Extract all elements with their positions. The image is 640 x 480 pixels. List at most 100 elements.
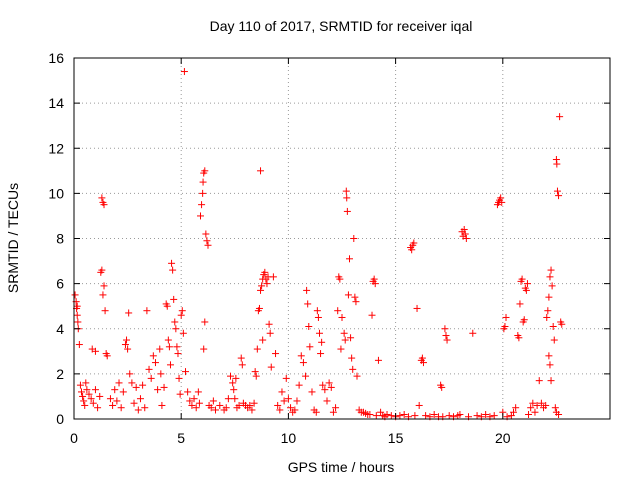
data-point	[442, 332, 450, 340]
data-point	[130, 399, 138, 407]
data-point	[353, 372, 361, 380]
data-point	[235, 401, 243, 409]
data-point	[553, 187, 561, 195]
data-point	[160, 383, 168, 391]
data-point	[163, 302, 171, 310]
data-point	[134, 406, 142, 414]
data-point	[515, 334, 523, 342]
data-point	[201, 167, 209, 175]
data-point	[200, 345, 208, 353]
data-point	[512, 404, 520, 412]
data-point	[80, 397, 88, 405]
data-point	[132, 383, 140, 391]
data-point	[165, 343, 173, 351]
data-point	[315, 329, 323, 337]
data-point	[103, 352, 111, 360]
data-point	[305, 322, 313, 330]
data-point	[461, 230, 469, 238]
data-point	[473, 412, 481, 420]
data-point	[343, 207, 351, 215]
data-point	[415, 401, 423, 409]
data-point	[410, 239, 418, 247]
data-point	[91, 347, 99, 355]
data-point	[502, 313, 510, 321]
data-point	[98, 266, 106, 274]
data-point	[276, 406, 284, 414]
data-point	[263, 280, 271, 288]
data-point	[177, 311, 185, 319]
data-point	[537, 399, 545, 407]
data-point	[543, 313, 551, 321]
data-point	[430, 410, 438, 418]
data-point	[179, 329, 187, 337]
y-tick-label: 6	[56, 276, 64, 292]
data-point	[154, 386, 162, 394]
data-point	[201, 318, 209, 326]
data-point	[396, 412, 404, 420]
data-point	[501, 322, 509, 330]
data-point	[498, 198, 506, 206]
data-point	[332, 404, 340, 412]
data-point	[319, 381, 327, 389]
data-point	[366, 410, 374, 418]
data-point	[545, 293, 553, 301]
data-point	[89, 399, 97, 407]
data-point	[73, 302, 81, 310]
data-point	[527, 404, 535, 412]
data-point	[166, 361, 174, 369]
data-point	[531, 408, 539, 416]
data-point	[544, 307, 552, 315]
data-point	[172, 325, 180, 333]
data-point	[456, 410, 464, 418]
data-point	[548, 282, 556, 290]
data-point	[441, 325, 449, 333]
data-point	[372, 412, 380, 420]
y-tick-label: 16	[48, 50, 64, 66]
data-point	[98, 194, 106, 202]
data-point	[151, 359, 159, 367]
y-tick-label: 4	[56, 321, 64, 337]
data-point	[253, 345, 261, 353]
data-point	[216, 401, 224, 409]
data-point	[547, 377, 555, 385]
data-point	[190, 395, 198, 403]
data-point	[188, 401, 196, 409]
x-tick-label: 15	[388, 430, 404, 446]
data-point	[199, 189, 207, 197]
data-point	[186, 397, 194, 405]
data-point	[174, 350, 182, 358]
data-point	[348, 354, 356, 362]
data-point	[111, 386, 119, 394]
data-point	[156, 345, 164, 353]
data-point	[302, 372, 310, 380]
data-point	[555, 410, 563, 418]
data-point	[269, 273, 277, 281]
data-point	[175, 374, 183, 382]
data-point	[139, 381, 147, 389]
data-point	[550, 336, 558, 344]
data-point	[128, 379, 136, 387]
x-tick-label: 20	[495, 430, 511, 446]
data-point	[535, 377, 543, 385]
data-point	[123, 336, 131, 344]
data-point	[445, 412, 453, 420]
grid-lines	[74, 58, 610, 419]
data-point	[321, 386, 329, 394]
chart-title: Day 110 of 2017, SRMTID for receiver iqa…	[210, 18, 473, 34]
data-point	[258, 282, 266, 290]
data-point	[272, 350, 280, 358]
data-point	[136, 395, 144, 403]
data-point	[482, 410, 490, 418]
data-point	[224, 395, 232, 403]
data-point	[149, 352, 157, 360]
data-point	[344, 291, 352, 299]
data-point	[261, 268, 269, 276]
data-point	[411, 412, 419, 420]
data-point	[198, 201, 206, 209]
x-tick-label: 10	[281, 430, 297, 446]
data-point	[184, 388, 192, 396]
data-point	[516, 300, 524, 308]
data-point	[350, 235, 358, 242]
data-point	[266, 329, 274, 337]
data-point	[265, 320, 273, 328]
